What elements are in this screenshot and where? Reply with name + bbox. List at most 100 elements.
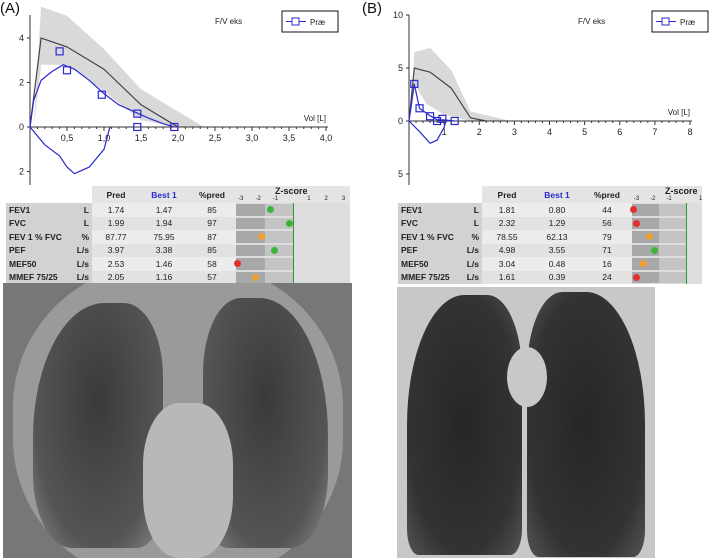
zscore-marker [234, 260, 242, 267]
zscore-marker [258, 233, 266, 240]
zscore-tick: -3 [238, 196, 244, 202]
zscore-cell [236, 243, 350, 257]
column-header: Pred [482, 186, 532, 203]
legend: Præ [281, 10, 339, 33]
column-header: %pred [582, 186, 632, 203]
x-tick-label: 5 [582, 127, 587, 137]
predicted-line [29, 37, 179, 128]
pct-value: 85 [188, 203, 236, 217]
legend-marker [661, 17, 670, 26]
table-header-row: Pred Best 1 %pred -3 -2 -1 1 2 3 Z-score [6, 186, 350, 203]
zscore-cell [632, 270, 702, 284]
zscore-tick: 1 [699, 196, 703, 202]
zscore-cell [632, 216, 702, 230]
parameter-unit: L/s [68, 257, 92, 271]
zscore-tick: -2 [650, 196, 656, 202]
zscore-tick: -1 [666, 196, 672, 202]
parameter-unit: L [68, 216, 92, 230]
pct-value: 85 [188, 243, 236, 257]
zscore-zero-line [293, 270, 294, 284]
zscore-marker [270, 246, 278, 254]
parameter-name: FEV 1 % FVC [6, 230, 68, 244]
table-row: FEV 1 % FVC% 87.77 75.95 87 [6, 230, 350, 244]
parameter-unit: L [460, 216, 482, 230]
zscore-tick: -2 [255, 196, 261, 202]
data-marker [97, 90, 106, 99]
best-value: 0.39 [532, 270, 582, 284]
parameter-unit: L [460, 203, 482, 217]
best-value: 62.13 [532, 230, 582, 244]
ct-left-lung [407, 295, 522, 555]
zscore-mid-band [264, 231, 293, 243]
table-row: MEF50 L/s 2.53 1.46 58 [6, 257, 350, 271]
best-value: 1.46 [140, 257, 188, 271]
zscore-marker [251, 273, 259, 281]
x-tick-label: 3,5 [283, 133, 296, 143]
ct-mediastinum [143, 403, 233, 558]
pred-value: 87.77 [92, 230, 140, 244]
column-header: Best 1 [140, 186, 188, 203]
parameter-unit: % [460, 230, 482, 244]
pred-value: 2.05 [92, 270, 140, 284]
x-tick-label: 1,0 [98, 133, 111, 143]
x-tick-label: 3 [512, 127, 517, 137]
zscore-low-band [236, 271, 265, 283]
pct-value: 87 [188, 230, 236, 244]
parameter-name: MMEF 75/25 [398, 270, 460, 284]
zscore-mid-band [264, 258, 293, 270]
zscore-low-band [236, 231, 265, 243]
pct-value: 44 [582, 203, 632, 217]
zscore-marker [267, 206, 275, 213]
ct-scan-image-a [3, 283, 352, 558]
parameter-name: PEF [398, 243, 460, 257]
pred-value: 1.99 [92, 216, 140, 230]
panel-b-label: (B) [362, 0, 382, 17]
zscore-mid-band [264, 244, 293, 256]
zscore-zero-line [685, 257, 687, 271]
data-marker [62, 66, 72, 75]
zscore-mid-band [264, 217, 293, 229]
x-tick-label: 3,0 [246, 133, 259, 143]
expiratory-curve [29, 64, 175, 128]
x-tick-label: 0,5 [61, 133, 74, 143]
y-tick-label: 10 [393, 10, 403, 20]
pred-value: 2.53 [92, 257, 140, 271]
zscore-tick: 1 [307, 196, 311, 202]
chart-title: F/V eks [578, 17, 605, 26]
inspiratory-curve [29, 126, 111, 175]
legend-marker [291, 17, 300, 26]
x-tick-label: 6 [617, 127, 622, 137]
parameter-unit: L [68, 203, 92, 217]
zscore-tick: 2 [324, 196, 328, 202]
pct-value: 56 [582, 216, 632, 230]
zscore-marker [630, 206, 638, 213]
zscore-low-band [236, 217, 265, 229]
best-value: 1.94 [140, 216, 188, 230]
y-tick-label: 0 [398, 116, 403, 126]
zscore-low-band [632, 231, 660, 243]
zscore-cell [236, 270, 350, 284]
best-value: 3.55 [532, 243, 582, 257]
best-value: 3.38 [140, 243, 188, 257]
zscore-low-band [632, 217, 660, 229]
pred-value: 1.74 [92, 203, 140, 217]
x-tick-label: 1 [442, 127, 447, 137]
zscore-mid-band [264, 204, 293, 216]
y-tick-label: 2 [19, 167, 24, 177]
zscore-zero-line [685, 270, 687, 284]
column-header: Best 1 [532, 186, 582, 203]
table-header-row: Pred Best 1 %pred -3 -2 -1 1 Z-score [398, 186, 702, 203]
zscore-zero-line [293, 203, 294, 217]
legend-label: Præ [310, 18, 325, 27]
zscore-zero-line [293, 257, 294, 271]
pred-value: 2.32 [482, 216, 532, 230]
x-axis-label: Vol [L] [304, 114, 326, 123]
pct-value: 16 [582, 257, 632, 271]
zscore-zero-line [685, 203, 687, 217]
pred-value: 1.61 [482, 270, 532, 284]
x-axis-label: Vol [L] [668, 108, 690, 117]
zscore-marker [633, 273, 641, 281]
pct-value: 79 [582, 230, 632, 244]
pct-value: 24 [582, 270, 632, 284]
zscore-marker [639, 260, 647, 267]
